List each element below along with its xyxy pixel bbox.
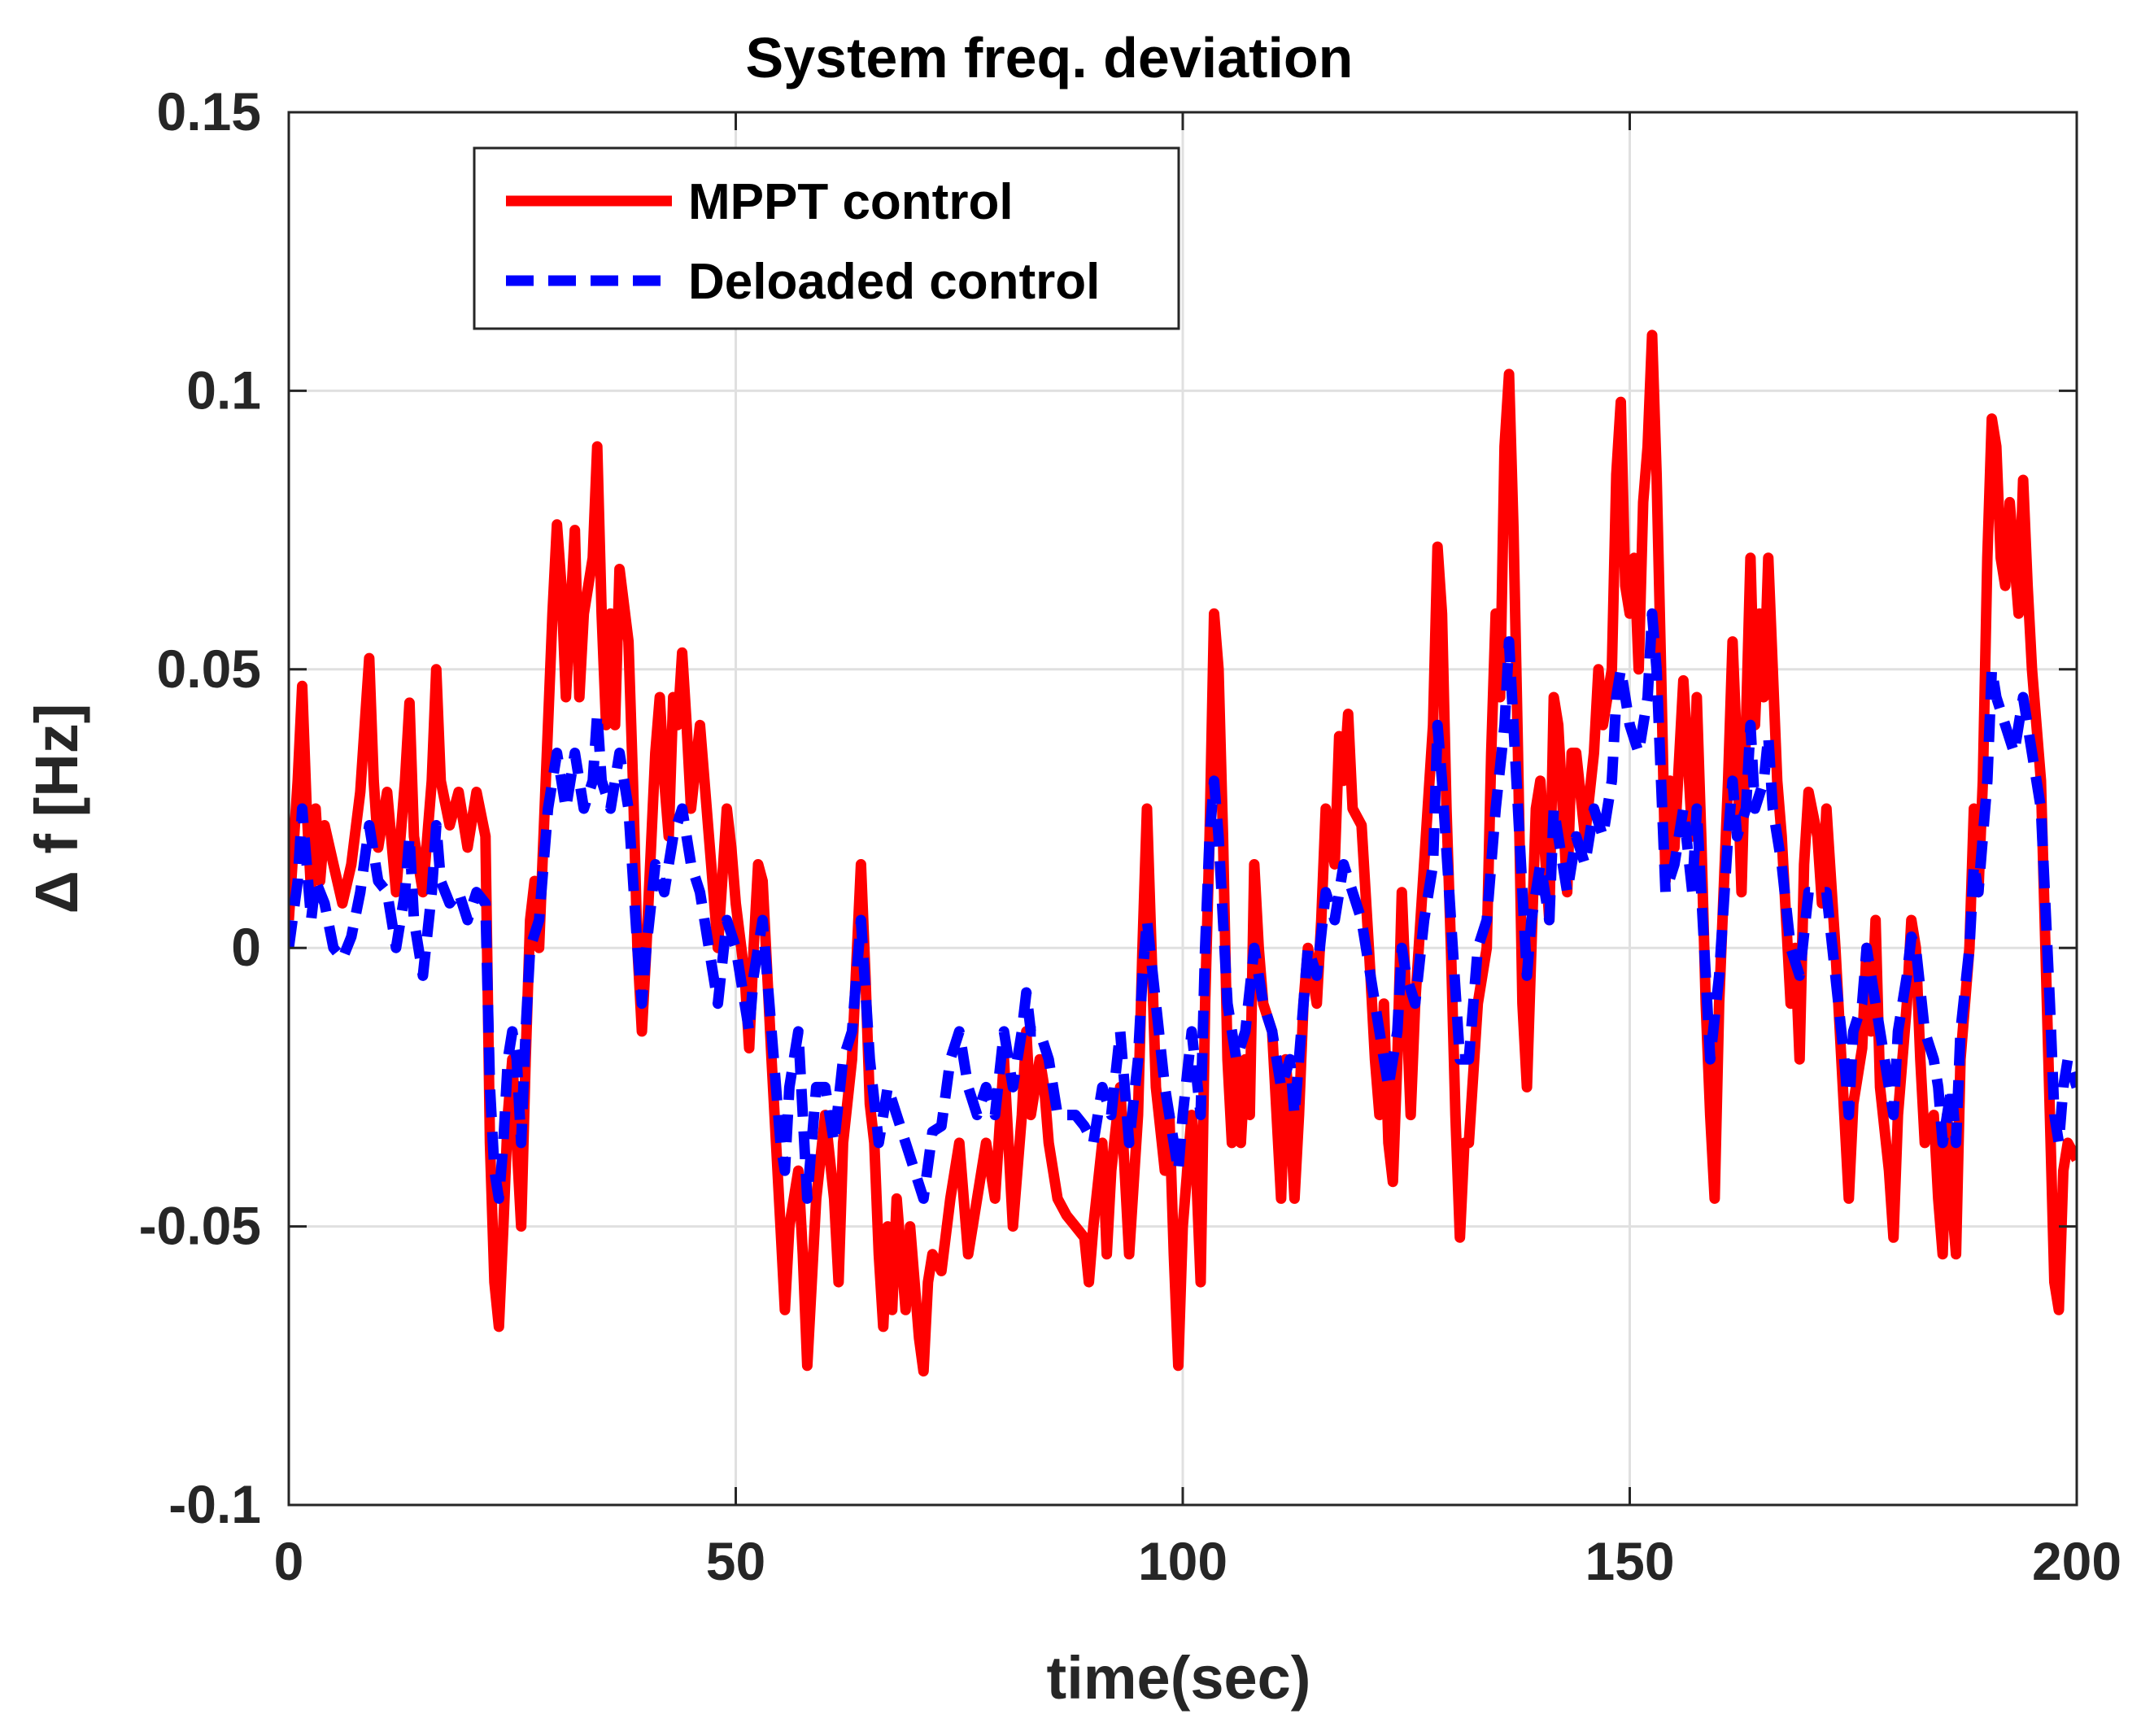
x-tick-label: 200 (2032, 1531, 2121, 1591)
series-line-mppt-control (289, 329, 2077, 1377)
x-axis-label: time(sec) (1047, 1644, 1311, 1712)
y-tick-label: 0 (231, 917, 261, 977)
y-tick-label: -0.05 (139, 1196, 261, 1256)
tick-marks (287, 111, 2078, 1507)
x-tick-labels: 0 50 100 150 200 (274, 1531, 2121, 1591)
x-tick-label: 150 (1585, 1531, 1674, 1591)
x-tick-label: 50 (706, 1531, 765, 1591)
legend-box (473, 146, 1180, 330)
x-tick-label: 0 (274, 1531, 304, 1591)
legend-label-mppt: MPPT control (688, 174, 1014, 230)
y-tick-label: 0.05 (157, 639, 261, 699)
legend: MPPT control Deloaded control (473, 146, 1180, 330)
y-tick-label: 0.1 (186, 360, 261, 420)
y-tick-label: 0.15 (157, 81, 261, 142)
chart-title: System freq. deviation (746, 26, 1354, 89)
series-group (289, 329, 2077, 1377)
x-tick-label: 100 (1138, 1531, 1227, 1591)
y-tick-label: -0.1 (168, 1474, 261, 1534)
y-tick-labels: -0.1 -0.05 0 0.05 0.1 0.15 (139, 81, 261, 1534)
series-line-deloaded-control (289, 608, 2077, 1204)
y-axis-label: Δ f [Hz] (23, 704, 90, 914)
legend-label-deloaded: Deloaded control (688, 254, 1100, 310)
